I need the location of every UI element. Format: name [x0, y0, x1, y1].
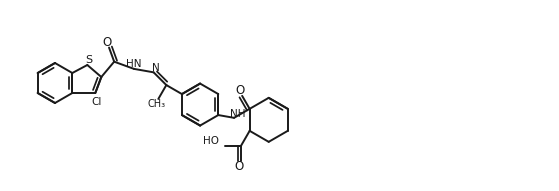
Text: HO: HO	[203, 136, 219, 146]
Text: O: O	[234, 160, 243, 173]
Text: O: O	[235, 84, 245, 97]
Text: O: O	[102, 36, 112, 49]
Text: CH₃: CH₃	[147, 99, 165, 109]
Text: Cl: Cl	[91, 97, 102, 107]
Text: NH: NH	[230, 109, 246, 119]
Text: HN: HN	[126, 59, 141, 69]
Text: S: S	[85, 55, 92, 65]
Text: N: N	[151, 63, 159, 73]
